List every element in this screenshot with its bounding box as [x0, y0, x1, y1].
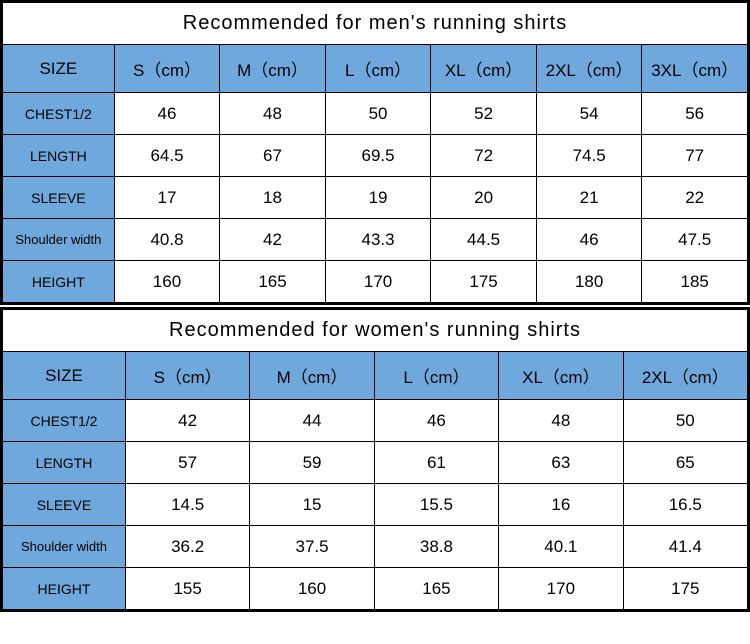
- men-col-header: XL（cm）: [431, 45, 537, 93]
- women-size-table-wrap: Recommended for women's running shirts S…: [0, 307, 750, 612]
- men-row-label: SLEEVE: [3, 177, 115, 219]
- men-table-row: SLEEVE171819202122: [3, 177, 748, 219]
- women-cell: 155: [125, 568, 249, 610]
- women-cell: 16: [499, 484, 623, 526]
- men-cell: 170: [325, 261, 431, 303]
- men-cell: 54: [536, 93, 642, 135]
- women-cell: 40.1: [499, 526, 623, 568]
- men-cell: 56: [642, 93, 748, 135]
- men-cell: 19: [325, 177, 431, 219]
- women-table-title: Recommended for women's running shirts: [3, 310, 748, 352]
- men-cell: 67: [220, 135, 326, 177]
- size-chart-container: Recommended for men's running shirts SIZ…: [0, 0, 750, 612]
- women-row-label: LENGTH: [3, 442, 126, 484]
- women-cell: 63: [499, 442, 623, 484]
- men-row-label: Shoulder width: [3, 219, 115, 261]
- women-cell: 36.2: [125, 526, 249, 568]
- men-cell: 50: [325, 93, 431, 135]
- men-col-header: 3XL（cm）: [642, 45, 748, 93]
- women-cell: 14.5: [125, 484, 249, 526]
- men-table-row: CHEST1/2464850525456: [3, 93, 748, 135]
- men-row-label: LENGTH: [3, 135, 115, 177]
- men-cell: 48: [220, 93, 326, 135]
- women-col-header: S（cm）: [125, 352, 249, 400]
- men-cell: 47.5: [642, 219, 748, 261]
- men-cell: 46: [114, 93, 220, 135]
- men-col-header: L（cm）: [325, 45, 431, 93]
- men-cell: 72: [431, 135, 537, 177]
- women-cell: 48: [499, 400, 623, 442]
- women-cell: 61: [374, 442, 498, 484]
- men-cell: 180: [536, 261, 642, 303]
- men-cell: 77: [642, 135, 748, 177]
- men-cell: 44.5: [431, 219, 537, 261]
- women-cell: 57: [125, 442, 249, 484]
- men-cell: 175: [431, 261, 537, 303]
- men-table-title: Recommended for men's running shirts: [3, 3, 748, 45]
- men-cell: 22: [642, 177, 748, 219]
- women-cell: 170: [499, 568, 623, 610]
- women-cell: 16.5: [623, 484, 747, 526]
- women-cell: 15: [250, 484, 374, 526]
- women-cell: 65: [623, 442, 747, 484]
- women-row-label: SLEEVE: [3, 484, 126, 526]
- men-cell: 18: [220, 177, 326, 219]
- women-row-label: CHEST1/2: [3, 400, 126, 442]
- women-col-header: 2XL（cm）: [623, 352, 747, 400]
- women-cell: 165: [374, 568, 498, 610]
- men-cell: 21: [536, 177, 642, 219]
- men-size-table-wrap: Recommended for men's running shirts SIZ…: [0, 0, 750, 305]
- women-cell: 59: [250, 442, 374, 484]
- women-table-row: HEIGHT155160165170175: [3, 568, 748, 610]
- men-table-row: Shoulder width40.84243.344.54647.5: [3, 219, 748, 261]
- women-table-row: CHEST1/24244464850: [3, 400, 748, 442]
- women-col-header: XL（cm）: [499, 352, 623, 400]
- women-cell: 160: [250, 568, 374, 610]
- women-cell: 41.4: [623, 526, 747, 568]
- women-cell: 175: [623, 568, 747, 610]
- women-cell: 42: [125, 400, 249, 442]
- women-col-header: L（cm）: [374, 352, 498, 400]
- women-header-row: SIZE S（cm）M（cm）L（cm）XL（cm）2XL（cm）: [3, 352, 748, 400]
- men-cell: 42: [220, 219, 326, 261]
- men-cell: 160: [114, 261, 220, 303]
- women-cell: 44: [250, 400, 374, 442]
- women-size-table: Recommended for women's running shirts S…: [2, 309, 748, 610]
- women-row-label: Shoulder width: [3, 526, 126, 568]
- men-cell: 17: [114, 177, 220, 219]
- men-cell: 64.5: [114, 135, 220, 177]
- women-col-header: M（cm）: [250, 352, 374, 400]
- men-cell: 74.5: [536, 135, 642, 177]
- men-size-table: Recommended for men's running shirts SIZ…: [2, 2, 748, 303]
- women-cell: 15.5: [374, 484, 498, 526]
- men-cell: 185: [642, 261, 748, 303]
- women-cell: 37.5: [250, 526, 374, 568]
- men-header-row: SIZE S（cm）M（cm）L（cm）XL（cm）2XL（cm）3XL（cm）: [3, 45, 748, 93]
- women-title-row: Recommended for women's running shirts: [3, 310, 748, 352]
- men-table-row: LENGTH64.56769.57274.577: [3, 135, 748, 177]
- men-cell: 46: [536, 219, 642, 261]
- women-table-row: SLEEVE14.51515.51616.5: [3, 484, 748, 526]
- men-cell: 165: [220, 261, 326, 303]
- women-cell: 46: [374, 400, 498, 442]
- women-cell: 50: [623, 400, 747, 442]
- men-col-header: S（cm）: [114, 45, 220, 93]
- men-row-label: CHEST1/2: [3, 93, 115, 135]
- women-cell: 38.8: [374, 526, 498, 568]
- women-row-label: HEIGHT: [3, 568, 126, 610]
- men-cell: 69.5: [325, 135, 431, 177]
- men-cell: 52: [431, 93, 537, 135]
- men-table-row: HEIGHT160165170175180185: [3, 261, 748, 303]
- men-row-label: HEIGHT: [3, 261, 115, 303]
- men-cell: 20: [431, 177, 537, 219]
- men-cell: 43.3: [325, 219, 431, 261]
- men-title-row: Recommended for men's running shirts: [3, 3, 748, 45]
- men-col-header: M（cm）: [220, 45, 326, 93]
- men-cell: 40.8: [114, 219, 220, 261]
- men-col-header: 2XL（cm）: [536, 45, 642, 93]
- women-table-row: LENGTH5759616365: [3, 442, 748, 484]
- women-table-row: Shoulder width36.237.538.840.141.4: [3, 526, 748, 568]
- women-size-label: SIZE: [3, 352, 126, 400]
- men-size-label: SIZE: [3, 45, 115, 93]
